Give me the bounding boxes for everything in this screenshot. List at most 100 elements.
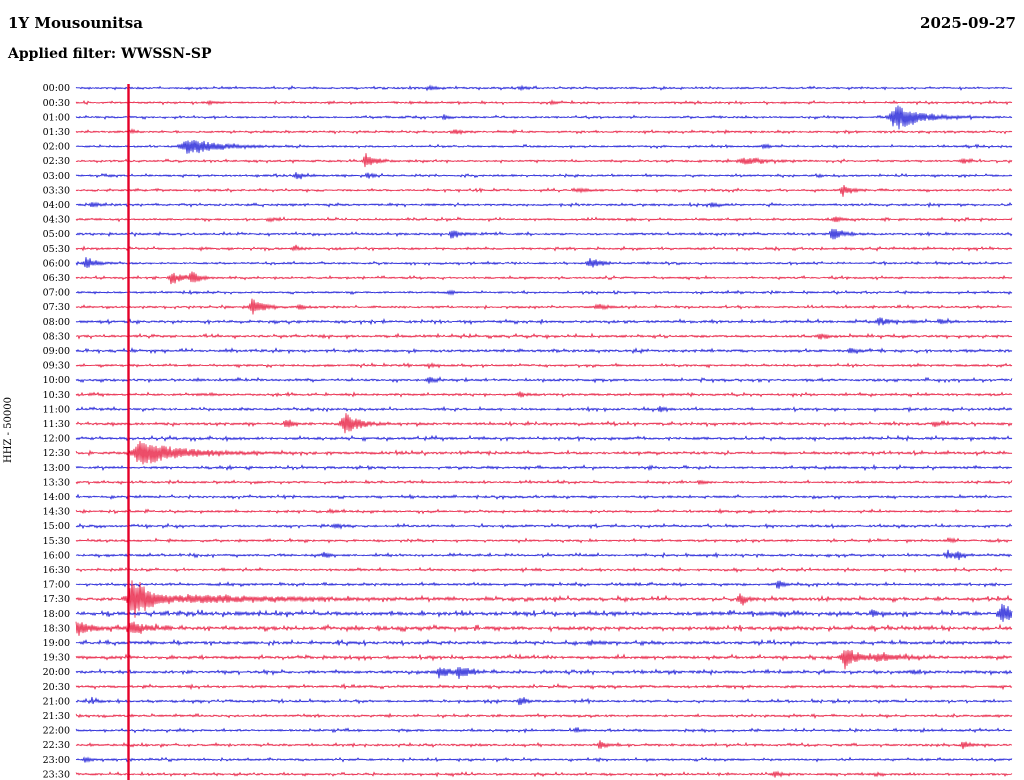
time-label: 04:30	[43, 215, 70, 226]
time-label: 15:00	[43, 521, 70, 532]
time-label: 07:30	[43, 302, 70, 313]
seismogram-trace-1030	[75, 391, 1013, 399]
seismogram-trace-1630	[75, 566, 1013, 574]
seismogram-trace-0100	[75, 105, 1013, 130]
time-label: 09:00	[43, 346, 70, 357]
seismogram-trace-1500	[75, 522, 1013, 530]
time-label: 20:00	[43, 667, 70, 678]
time-label: 16:30	[43, 565, 70, 576]
seismogram-trace-1130	[75, 413, 1013, 434]
seismogram-trace-1730	[75, 580, 1013, 618]
seismogram-trace-1930	[75, 649, 1013, 670]
seismogram-trace-1100	[75, 405, 1013, 413]
seismogram-trace-2230	[75, 740, 1013, 750]
time-label: 05:00	[43, 229, 70, 240]
time-label: 15:30	[43, 536, 70, 547]
filter-value: WWSSN-SP	[120, 46, 212, 62]
seismogram-trace-0130	[75, 128, 1013, 136]
filter-label: Applied filter:	[8, 46, 117, 62]
time-label: 06:00	[43, 258, 70, 269]
seismogram-trace-0900	[75, 347, 1013, 355]
time-label: 03:30	[43, 185, 70, 196]
seismogram-trace-0600	[75, 257, 1013, 268]
seismogram-trace-0000	[75, 84, 1013, 92]
time-label: 22:00	[43, 726, 70, 737]
time-label: 00:00	[43, 83, 70, 94]
seismogram-trace-2130	[75, 712, 1013, 720]
station-title: 1Y Mousounitsa	[8, 14, 143, 32]
seismogram-trace-2100	[75, 696, 1013, 706]
seismogram-trace-1700	[75, 580, 1013, 589]
time-label: 08:30	[43, 331, 70, 342]
seismogram-trace-1430	[75, 507, 1013, 515]
seismogram-trace-1530	[75, 536, 1013, 544]
seismogram-trace-1200	[75, 434, 1013, 443]
time-label: 23:30	[43, 769, 70, 780]
filter-line: Applied filter: WWSSN-SP	[8, 46, 212, 62]
trace-group: 00:00 00:30 01:00 01:30 02:00 02:30 03:00 03:30…	[43, 83, 1013, 780]
seismogram-trace-2030	[75, 682, 1013, 691]
time-label: 05:30	[43, 244, 70, 255]
seismogram-trace-0630	[75, 271, 1013, 285]
seismogram-trace-1330	[75, 479, 1013, 486]
seismogram-trace-2300	[75, 756, 1013, 763]
time-label: 14:30	[43, 507, 70, 518]
seismogram-trace-0800	[75, 317, 1013, 326]
time-label: 20:30	[43, 682, 70, 693]
time-label: 07:00	[43, 288, 70, 299]
seismogram-trace-1000	[75, 376, 1013, 384]
time-label: 18:30	[43, 623, 70, 634]
time-label: 19:30	[43, 653, 70, 664]
time-label: 08:00	[43, 317, 70, 328]
seismogram-trace-1900	[75, 638, 1013, 647]
seismogram-trace-1400	[75, 493, 1013, 501]
time-label: 10:00	[43, 375, 70, 386]
seismogram-trace-0500	[75, 228, 1013, 240]
time-label: 04:00	[43, 200, 70, 211]
time-label: 14:00	[43, 492, 70, 503]
seismogram-trace-0030	[75, 99, 1013, 107]
time-label: 01:00	[43, 112, 70, 123]
seismogram-trace-0230	[75, 153, 1013, 168]
seismogram-trace-0700	[75, 289, 1013, 296]
time-label: 21:30	[43, 711, 70, 722]
seismogram-trace-0330	[75, 184, 1013, 197]
seismogram-trace-0300	[75, 172, 1013, 180]
seismogram-trace-1300	[75, 463, 1013, 472]
time-label: 21:00	[43, 696, 70, 707]
time-label: 19:00	[43, 638, 70, 649]
seismogram-trace-0200	[75, 139, 1013, 154]
time-label: 02:00	[43, 142, 70, 153]
time-label: 03:00	[43, 171, 70, 182]
seismogram-trace-0430	[75, 216, 1013, 223]
time-label: 11:00	[43, 404, 70, 415]
time-label: 12:30	[43, 448, 70, 459]
y-axis-label: HHZ - 50000	[3, 397, 14, 463]
seismogram-trace-2000	[75, 666, 1013, 680]
time-label: 02:30	[43, 156, 70, 167]
seismogram-trace-1800	[75, 603, 1013, 622]
seismogram-trace-1830	[75, 621, 1013, 636]
seismogram-trace-0730	[75, 298, 1013, 315]
seismogram-trace-2200	[75, 727, 1013, 734]
time-label: 13:00	[43, 463, 70, 474]
time-label: 13:30	[43, 477, 70, 488]
time-label: 17:00	[43, 580, 70, 591]
date-label: 2025-09-27	[920, 14, 1016, 32]
time-label: 12:00	[43, 434, 70, 445]
seismogram-trace-0830	[75, 332, 1013, 340]
continuous-event-line	[127, 84, 130, 780]
seismogram-trace-1230	[75, 440, 1013, 465]
time-label: 18:00	[43, 609, 70, 620]
time-label: 16:00	[43, 550, 70, 561]
time-label: 10:30	[43, 390, 70, 401]
time-label: 09:30	[43, 361, 70, 372]
seismogram-trace-0530	[75, 244, 1013, 252]
time-label: 06:30	[43, 273, 70, 284]
seismogram-trace-2330	[75, 770, 1013, 778]
time-label: 23:00	[43, 755, 70, 766]
seismogram-trace-0930	[75, 362, 1013, 369]
time-label: 11:30	[43, 419, 70, 430]
time-label: 01:30	[43, 127, 70, 138]
